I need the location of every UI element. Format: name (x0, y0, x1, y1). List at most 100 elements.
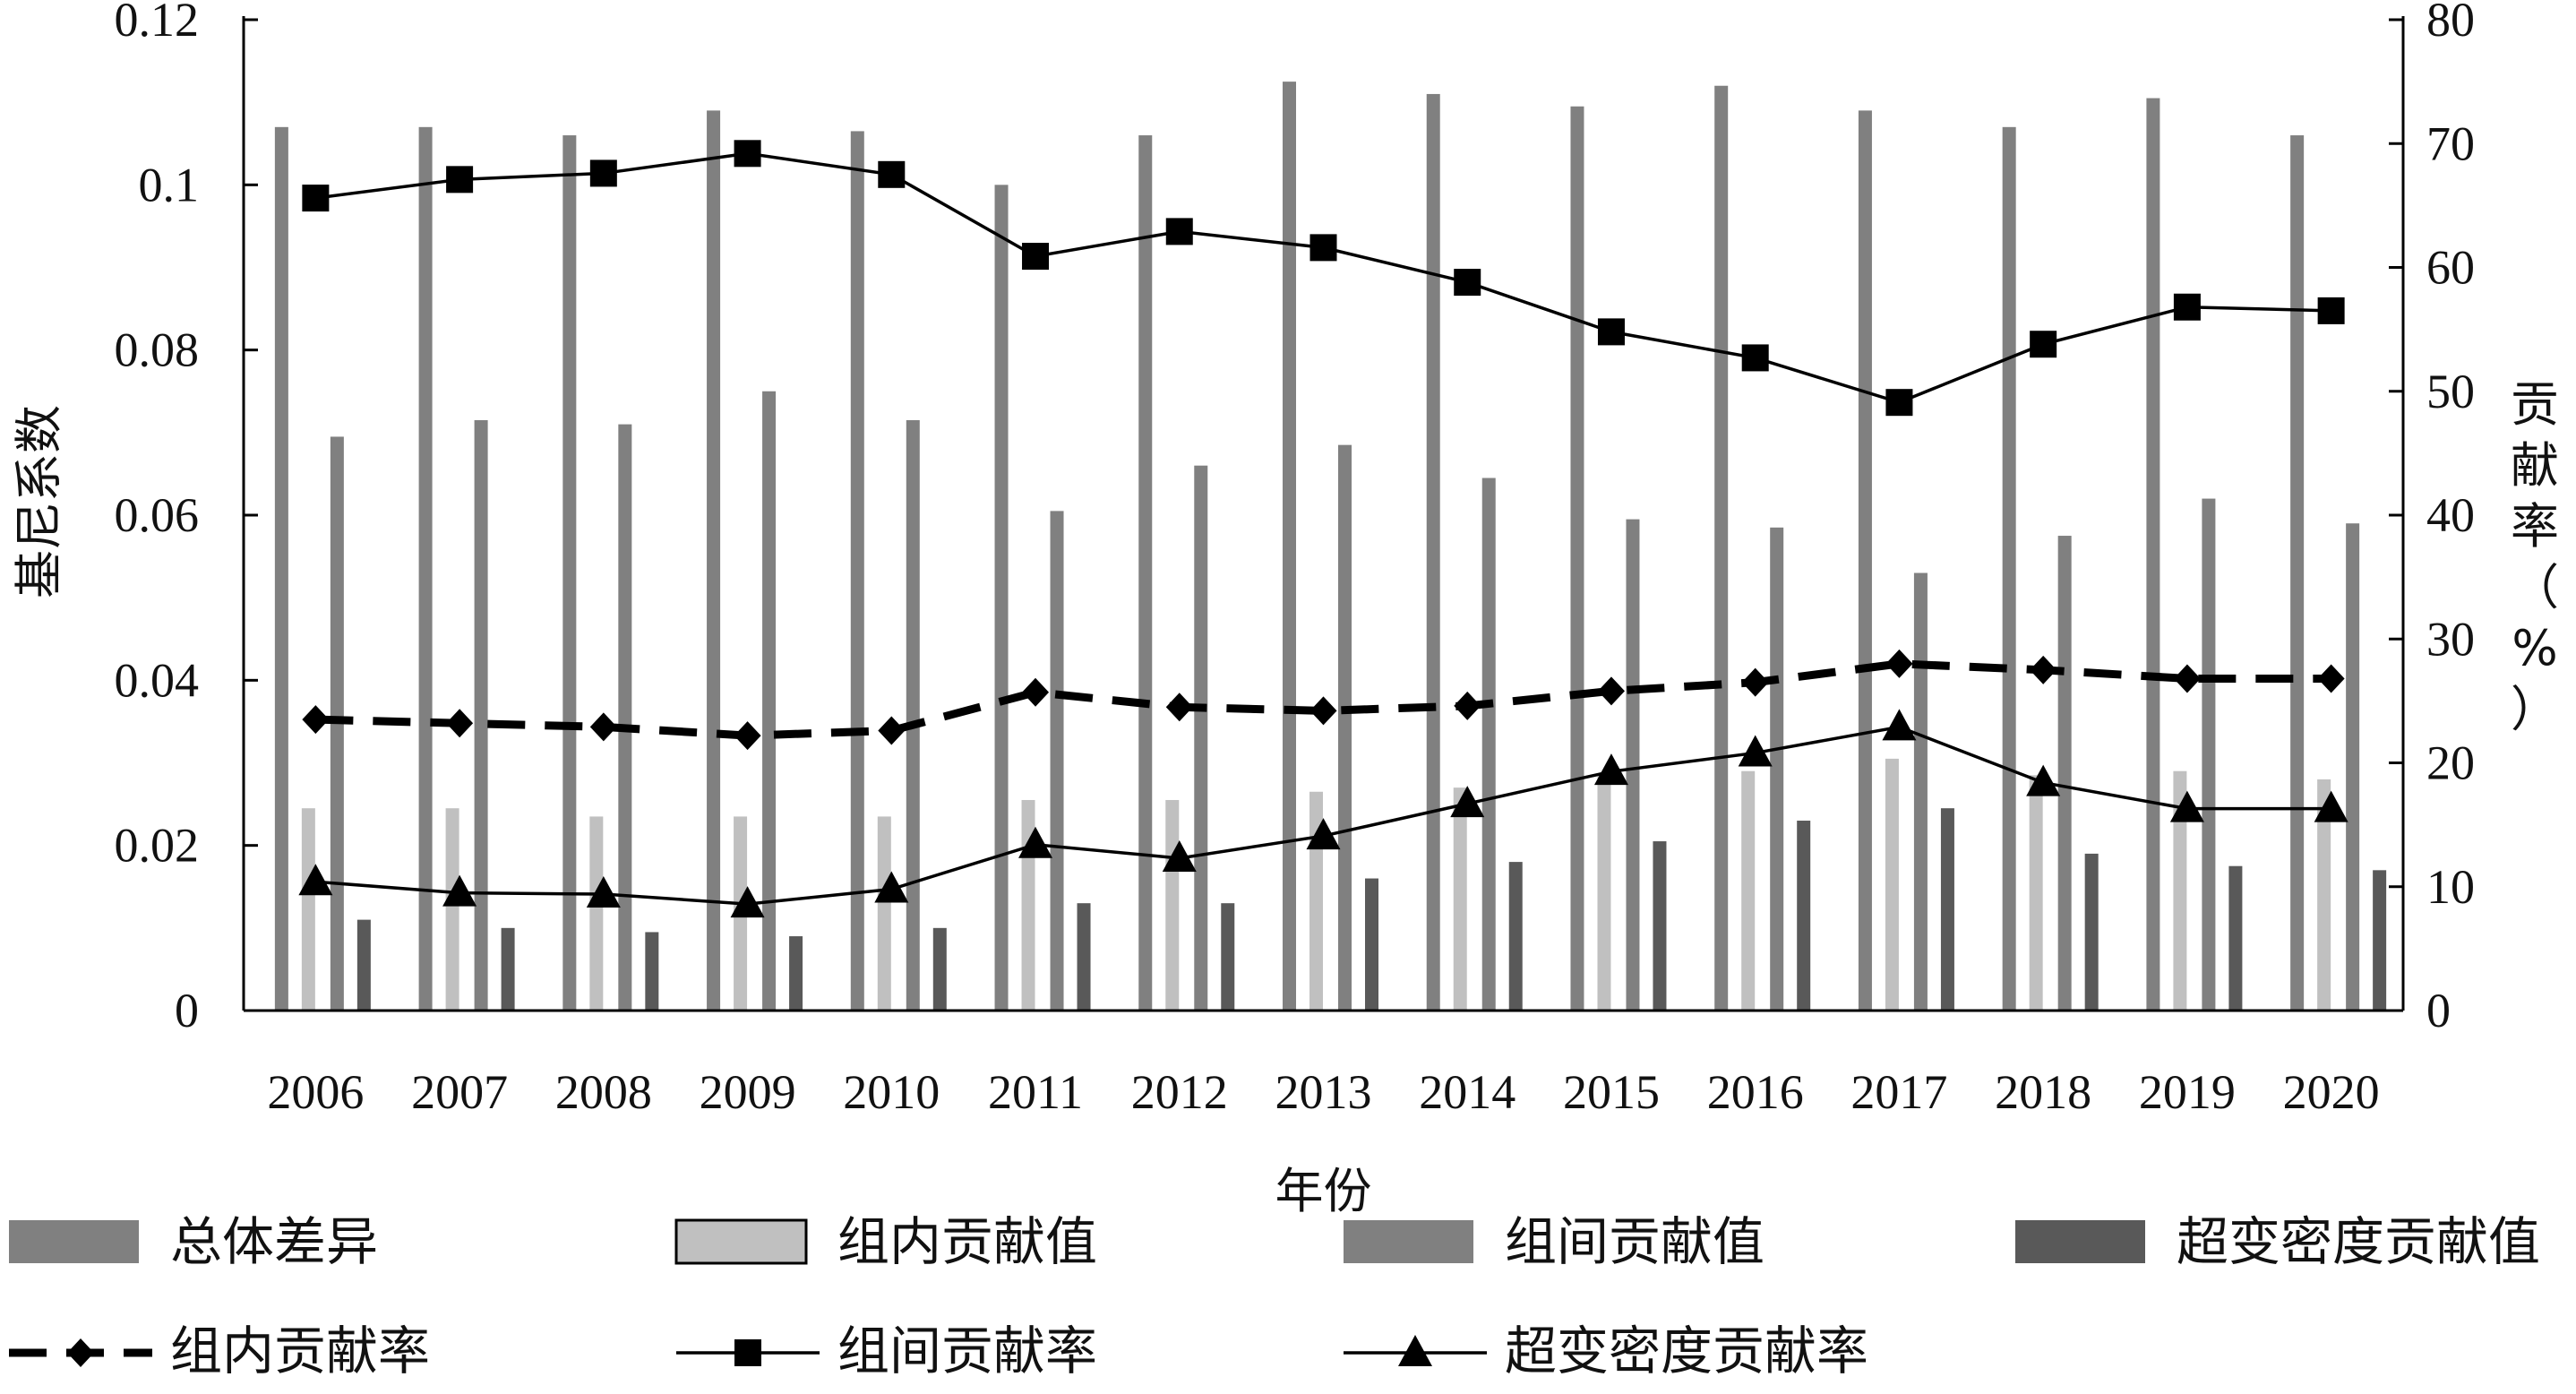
marker-2-2010 (874, 871, 909, 903)
bar-3-2006 (356, 919, 371, 1011)
legend-label: 超变密度贡献值 (2177, 1211, 2540, 1272)
legend-item-5: 组间贡献率 (676, 1321, 1097, 1381)
legend-label: 组内贡献率 (170, 1321, 430, 1381)
right-axis-title-char: （ (2511, 559, 2559, 615)
right-tick-label: 30 (2426, 612, 2475, 666)
right-tick-label: 60 (2426, 241, 2475, 295)
marker-1-2012 (1165, 218, 1193, 245)
bar-layer (274, 82, 2387, 1011)
x-tick-label: 2015 (1563, 1065, 1660, 1119)
marker-2-2007 (442, 874, 477, 907)
x-tick-label: 2010 (843, 1065, 940, 1119)
bar-3-2011 (1077, 903, 1091, 1011)
marker-2-2014 (1450, 786, 1485, 818)
marker-1-2013 (1309, 234, 1337, 262)
bar-0-2013 (1283, 82, 1296, 1011)
legend-item-3: 超变密度贡献值 (2015, 1211, 2540, 1272)
marker-2-2006 (298, 864, 333, 896)
marker-2-2016 (1738, 735, 1773, 767)
marker-0-2010 (878, 716, 906, 745)
right-axis-title-char: 率 (2511, 498, 2559, 555)
bar-3-2019 (2228, 865, 2243, 1011)
marker-1-2016 (1741, 344, 1769, 372)
line-2 (315, 725, 2331, 906)
marker-0-2016 (1741, 667, 1769, 697)
bar-3-2010 (932, 927, 947, 1011)
left-tick-label: 0.08 (115, 323, 200, 377)
x-tick-label: 2014 (1419, 1065, 1516, 1119)
bar-0-2014 (1426, 93, 1440, 1011)
marker-2-2020 (2314, 790, 2348, 822)
bar-0-2016 (1714, 85, 1729, 1011)
marker-0-2008 (589, 712, 617, 742)
bar-1-2018 (2029, 775, 2043, 1011)
right-axis-title-char: 贡 (2511, 376, 2559, 433)
left-tick-label: 0.04 (115, 653, 200, 707)
right-axis-title-char: % (2512, 620, 2557, 676)
x-tick-label: 2016 (1707, 1065, 1804, 1119)
bar-0-2007 (418, 126, 433, 1011)
legend-item-2: 组间贡献值 (1344, 1211, 1765, 1272)
x-tick-label: 2017 (1850, 1065, 1947, 1119)
bar-0-2010 (850, 131, 864, 1011)
legend-marker (67, 1338, 94, 1367)
bar-1-2007 (445, 808, 459, 1011)
marker-1-2006 (302, 185, 330, 212)
left-tick-label: 0.1 (139, 158, 200, 211)
bar-3-2013 (1365, 878, 1378, 1011)
marker-1-2007 (446, 166, 474, 194)
legend-marker (734, 1339, 761, 1366)
bar-2-2015 (1626, 519, 1640, 1011)
right-axis-title-char: ） (2511, 681, 2559, 737)
marker-0-2007 (446, 709, 474, 738)
right-tick-label: 50 (2426, 365, 2475, 418)
right-tick-label: 10 (2426, 860, 2475, 914)
right-tick-label: 40 (2426, 488, 2475, 542)
marker-1-2009 (734, 140, 761, 168)
bar-0-2019 (2146, 98, 2160, 1011)
legend-label: 组间贡献率 (837, 1321, 1097, 1381)
bar-2-2020 (2346, 523, 2360, 1011)
bar-3-2016 (1797, 821, 1811, 1011)
marker-0-2017 (1885, 649, 1913, 678)
marker-2-2009 (730, 886, 765, 918)
left-tick-label: 0 (175, 984, 199, 1037)
bar-1-2006 (301, 808, 315, 1011)
marker-2-2011 (1018, 826, 1053, 858)
bar-1-2020 (2317, 779, 2331, 1011)
bar-1-2019 (2173, 770, 2187, 1011)
marker-0-2009 (734, 721, 761, 751)
left-tick-label: 0.02 (115, 819, 200, 873)
legend-swatch (2015, 1220, 2145, 1263)
bar-0-2009 (707, 110, 721, 1011)
x-tick-label: 2020 (2283, 1065, 2380, 1119)
bar-1-2014 (1453, 787, 1467, 1011)
bar-3-2008 (645, 932, 659, 1011)
x-tick-label: 2011 (988, 1065, 1083, 1119)
bar-2-2013 (1338, 444, 1352, 1011)
left-axis-title: 基尼系数 (11, 405, 67, 598)
legend-label: 组间贡献值 (1505, 1211, 1765, 1272)
legend-item-1: 组内贡献值 (674, 1211, 1097, 1272)
marker-1-2014 (1454, 269, 1481, 297)
bar-0-2011 (994, 185, 1009, 1011)
x-tick-label: 2013 (1275, 1065, 1372, 1119)
bar-2-2011 (1050, 511, 1064, 1011)
bar-2-2018 (2057, 536, 2072, 1011)
legend-item-4: 组内贡献率 (9, 1321, 430, 1381)
bar-3-2009 (789, 936, 803, 1011)
bar-1-2008 (589, 816, 604, 1011)
marker-1-2019 (2173, 293, 2201, 321)
marker-2-2015 (1593, 753, 1628, 786)
legend-item-6: 超变密度贡献率 (1344, 1321, 1868, 1381)
bar-2-2017 (1913, 572, 1928, 1011)
marker-1-2010 (878, 160, 906, 188)
line-layer (298, 140, 2348, 918)
marker-0-2012 (1165, 693, 1193, 722)
marker-1-2020 (2317, 297, 2345, 324)
bar-2-2010 (906, 420, 920, 1011)
bar-2-2007 (474, 420, 488, 1011)
marker-1-2018 (2030, 331, 2057, 358)
marker-2-2018 (2026, 764, 2061, 796)
